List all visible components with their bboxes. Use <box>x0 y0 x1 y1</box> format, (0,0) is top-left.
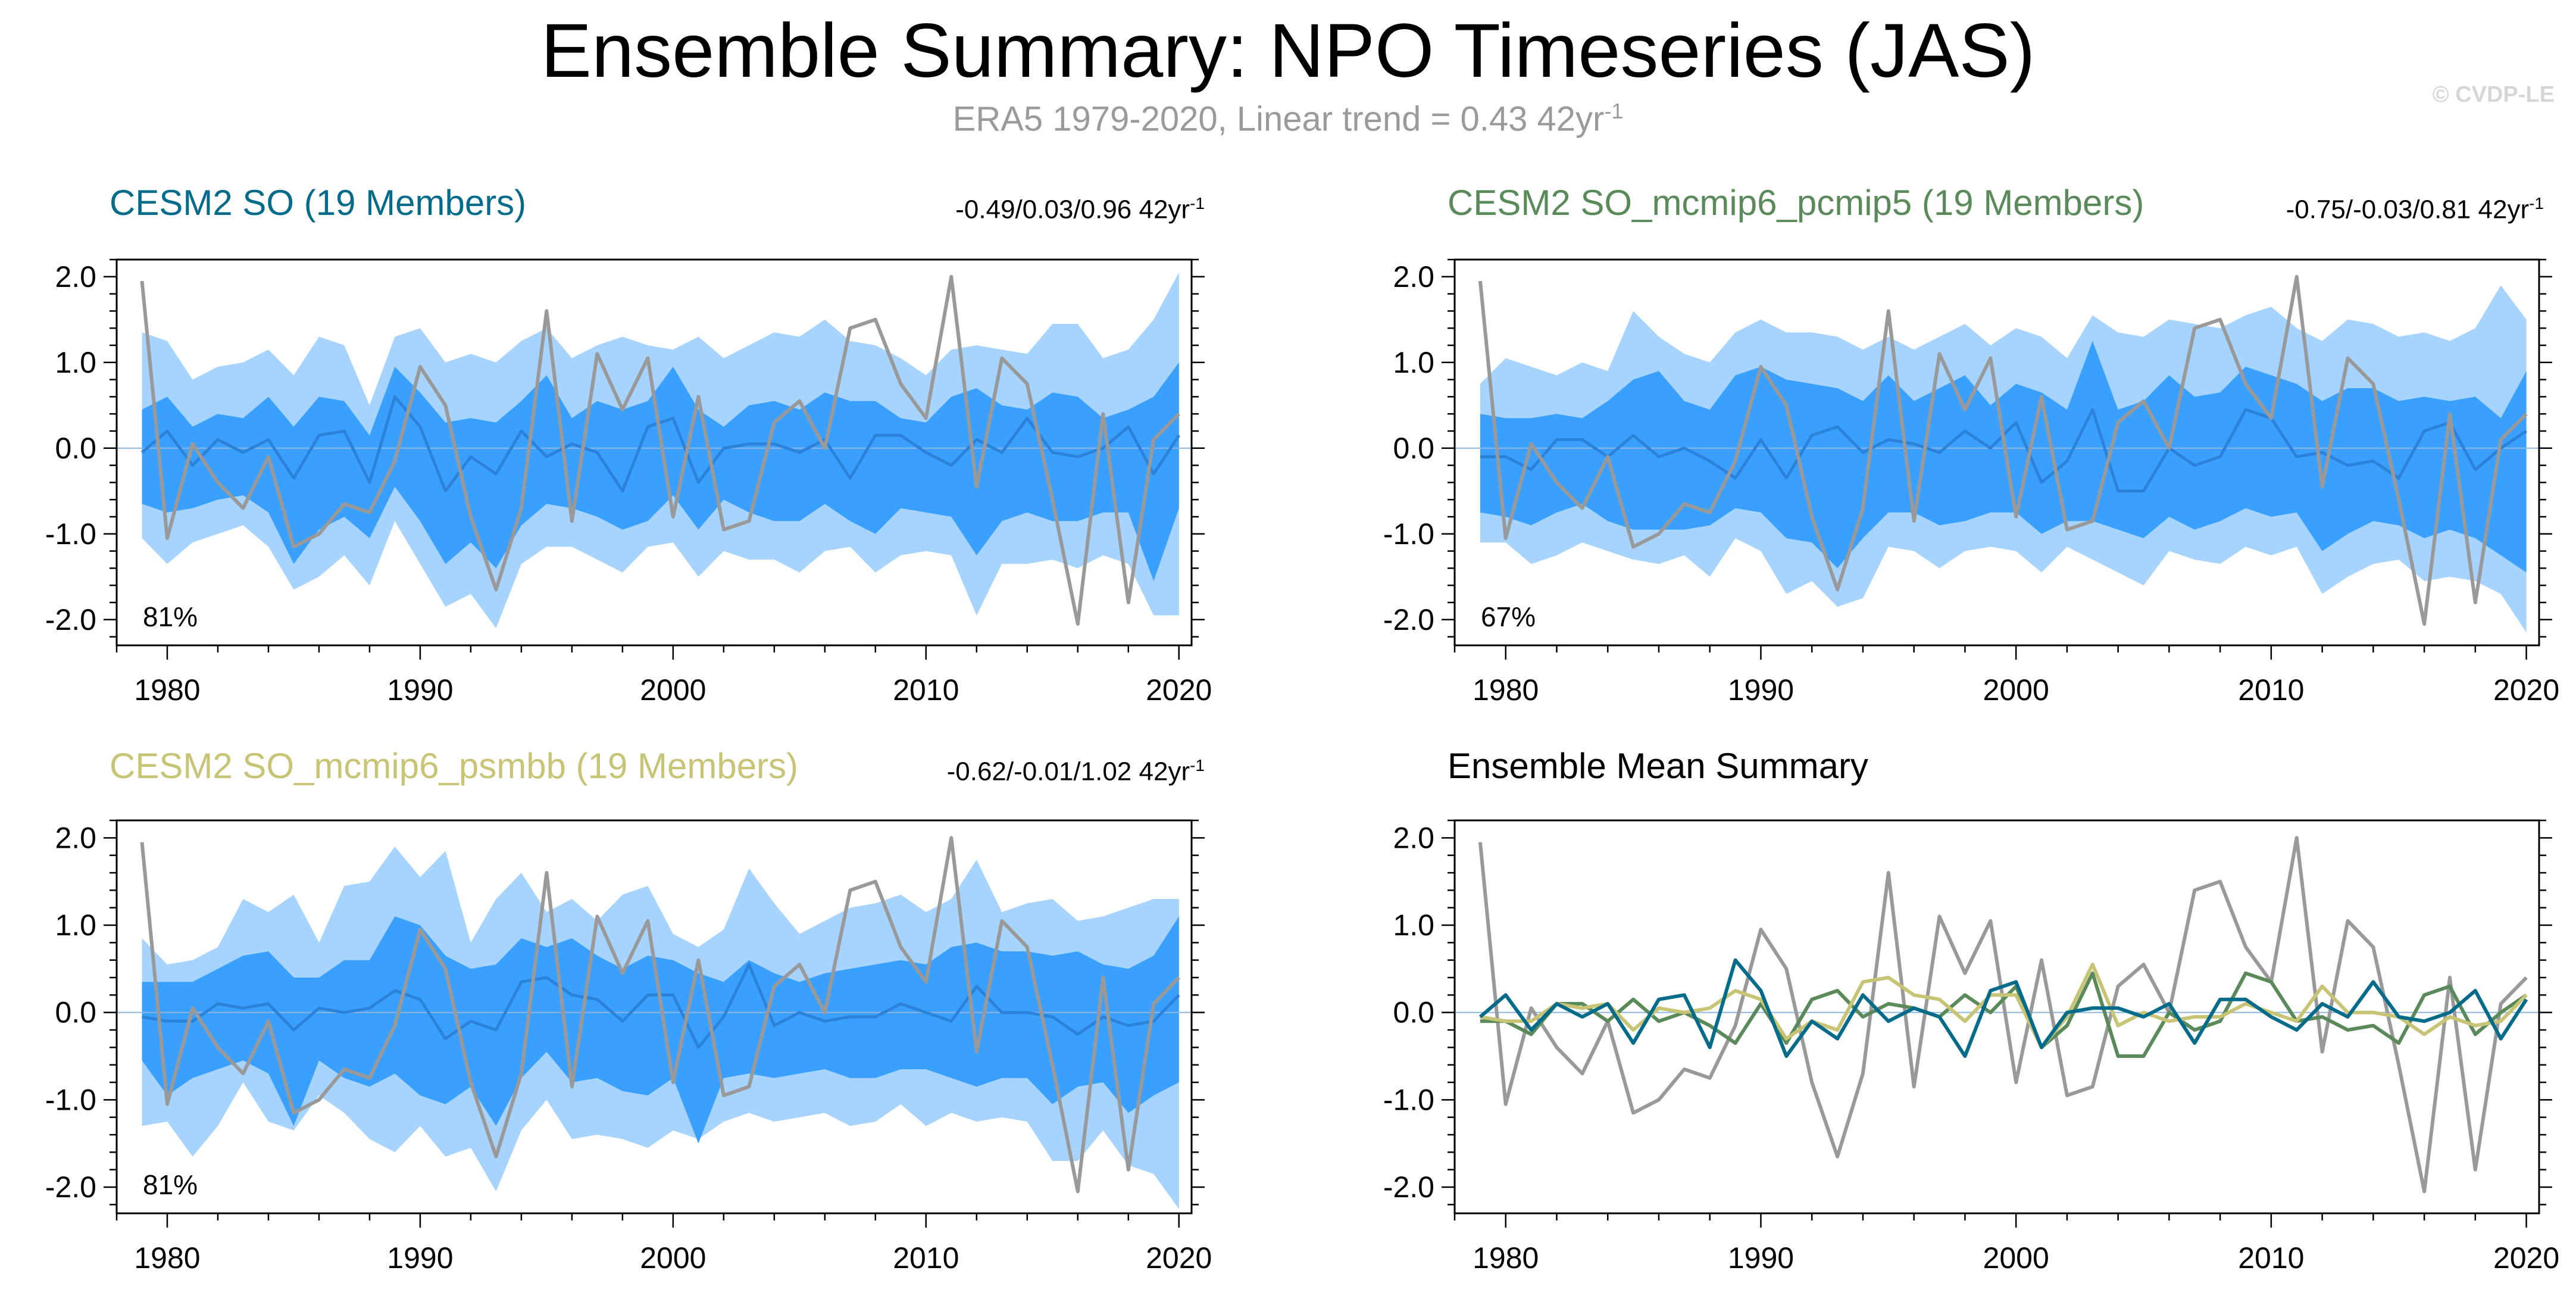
y-tick-label: 1.0 <box>55 346 96 379</box>
figure-subtitle: ERA5 1979-2020, Linear trend = 0.43 42yr… <box>0 99 2576 139</box>
y-tick-label: -2.0 <box>45 603 96 636</box>
y-tick-label: 0.0 <box>1393 996 1434 1029</box>
x-tick-label: 1980 <box>1473 1241 1539 1275</box>
trend-text: -0.62/-0.01/1.02 42yr <box>946 757 1190 786</box>
chart-cesm2-psmbb: -2.0 -1.0 0.0 1.0 2.0 1980 1990 2000 2010 2020 81% <box>45 819 1212 1275</box>
series-line-pcmip5 <box>1480 971 2528 1058</box>
y-tick-label: -1.0 <box>45 517 96 551</box>
y-tick-label: 1.0 <box>1393 908 1434 942</box>
percent-label: 67% <box>1481 601 1536 632</box>
subtitle-text: ERA5 1979-2020, Linear trend = 0.43 42yr <box>952 99 1605 139</box>
panel-trend-cesm2-so: -0.49/0.03/0.96 42yr-1 <box>955 194 1205 225</box>
observation-line-era5 <box>1478 274 2528 626</box>
subtitle-superscript: -1 <box>1604 99 1624 123</box>
panel-title-cesm2-pcmip5: CESM2 SO_mcmip6_pcmip5 (19 Members) <box>1448 183 2144 223</box>
y-tick-label: -1.0 <box>45 1083 96 1116</box>
y-tick-label: 0.0 <box>55 996 96 1029</box>
y-tick-label: -1.0 <box>1383 517 1434 551</box>
y-tick-label: 2.0 <box>1393 260 1434 294</box>
x-tick-label: 2010 <box>893 673 959 707</box>
percent-label: 81% <box>143 601 198 632</box>
chart-cesm2-pcmip5: -2.0 -1.0 0.0 1.0 2.0 1980 1990 2000 2010 2020 67% <box>1383 258 2559 707</box>
x-tick-label: 2000 <box>1983 673 2049 707</box>
chart-cesm2-so: -2.0 -1.0 0.0 1.0 2.0 1980 1990 2000 2010 2020 81% <box>45 258 1212 707</box>
y-tick-label: -2.0 <box>45 1170 96 1204</box>
plot-frame <box>1453 819 2540 1215</box>
y-tick-label: 0.0 <box>55 432 96 465</box>
x-tick-label: 1980 <box>134 1241 200 1275</box>
x-tick-label: 2020 <box>2493 1241 2559 1275</box>
y-tick-label: -1.0 <box>1383 1083 1434 1116</box>
series-line-cesm2-so <box>1478 958 2528 1058</box>
y-tick-label: 1.0 <box>1393 346 1434 379</box>
panel-trend-cesm2-pcmip5: -0.75/-0.03/0.81 42yr-1 <box>2286 194 2544 225</box>
observation-line-era5 <box>1478 836 2528 1194</box>
y-tick-label: 2.0 <box>1393 821 1434 854</box>
x-tick-label: 1990 <box>387 1241 453 1275</box>
x-tick-label: 2020 <box>2493 673 2559 707</box>
x-tick-label: 2020 <box>1146 1241 1212 1275</box>
y-tick-label: 2.0 <box>55 260 96 294</box>
trend-text: -0.49/0.03/0.96 42yr <box>955 195 1190 224</box>
plot-frame <box>1453 258 2540 647</box>
observation-line-era5 <box>140 836 1180 1194</box>
x-tick-label: 2020 <box>1146 673 1212 707</box>
x-tick-label: 2000 <box>640 673 706 707</box>
y-tick-label: 2.0 <box>55 821 96 854</box>
x-tick-label: 1990 <box>1728 1241 1794 1275</box>
x-tick-label: 1990 <box>1728 673 1794 707</box>
x-tick-label: 2010 <box>893 1241 959 1275</box>
x-tick-label: 1980 <box>134 673 200 707</box>
observation-line-era5 <box>140 274 1180 626</box>
x-tick-label: 2010 <box>2238 673 2304 707</box>
trend-superscript: -1 <box>1190 756 1205 775</box>
panel-title-cesm2-so: CESM2 SO (19 Members) <box>110 183 527 223</box>
plot-frame <box>115 258 1193 647</box>
x-tick-label: 2000 <box>640 1241 706 1275</box>
plot-frame <box>115 819 1193 1215</box>
panel-title-ensemble-mean: Ensemble Mean Summary <box>1448 746 1868 786</box>
panel-trend-cesm2-psmbb: -0.62/-0.01/1.02 42yr-1 <box>947 756 1205 787</box>
trend-superscript: -1 <box>1190 194 1205 213</box>
y-tick-label: -2.0 <box>1383 1170 1434 1204</box>
x-tick-label: 2000 <box>1983 1241 2049 1275</box>
figure-title: Ensemble Summary: NPO Timeseries (JAS) <box>540 8 2036 93</box>
y-tick-label: 0.0 <box>1393 432 1434 465</box>
panel-title-cesm2-psmbb: CESM2 SO_mcmip6_psmbb (19 Members) <box>110 746 799 786</box>
x-tick-label: 1990 <box>387 673 453 707</box>
y-tick-label: 1.0 <box>55 908 96 942</box>
ensemble-spread-inner <box>142 362 1179 581</box>
trend-superscript: -1 <box>2529 194 2544 213</box>
ensemble-mean-line <box>140 395 1180 493</box>
x-tick-label: 1980 <box>1473 673 1539 707</box>
y-tick-label: -2.0 <box>1383 603 1434 636</box>
percent-label: 81% <box>143 1169 198 1200</box>
ensemble-spread-inner <box>1480 341 2527 573</box>
x-tick-label: 2010 <box>2238 1241 2304 1275</box>
credit-label: © CVDP-LE <box>2432 82 2555 107</box>
trend-text: -0.75/-0.03/0.81 42yr <box>2286 195 2530 224</box>
chart-ensemble-mean: -2.0 -1.0 0.0 1.0 2.0 1980 1990 2000 2010 2020 <box>1383 819 2559 1275</box>
